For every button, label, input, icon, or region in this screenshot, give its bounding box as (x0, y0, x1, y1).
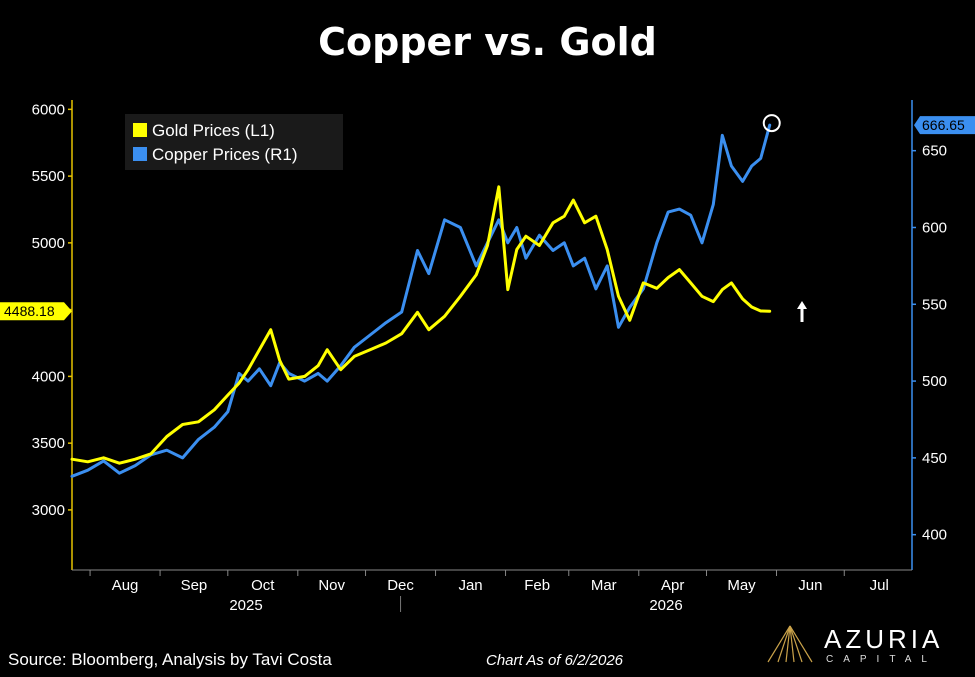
x-month-label: Dec (387, 577, 414, 594)
company-logo: AZURIA CAPITAL (762, 622, 962, 666)
x-year-label: 2026 (649, 597, 682, 614)
left-tick-label: 5500 (32, 168, 65, 185)
x-month-label: Jul (870, 577, 889, 594)
legend-label-gold: Gold Prices (L1) (152, 121, 275, 140)
chart-canvas: 3000350040004500500055006000400450500550… (0, 100, 975, 614)
series-group (70, 123, 772, 478)
copper-last-value-tag: 666.65 (914, 116, 975, 135)
x-month-label: Jun (798, 577, 822, 594)
x-month-label: Aug (112, 577, 139, 594)
mountain-peak-icon (767, 625, 813, 663)
gold-tag-shape (0, 302, 72, 321)
right-tick-label: 400 (922, 527, 947, 544)
chart-title: Copper vs. Gold (318, 20, 657, 64)
markers-group (762, 114, 807, 322)
gold-last-value: 4488.18 (4, 303, 55, 319)
left-tick-label: 5000 (32, 235, 65, 252)
up-arrow-head (797, 301, 807, 309)
x-month-label: Feb (524, 577, 550, 594)
x-month-label: Apr (661, 577, 684, 594)
gold-last-value-tag: 4488.18 (0, 302, 72, 321)
left-tick-label: 3500 (32, 435, 65, 452)
copper-tag-shape (914, 116, 975, 135)
logo-name: AZURIA (824, 624, 944, 654)
legend-swatch-gold (133, 123, 147, 137)
right-tick-label: 450 (922, 450, 947, 467)
as-of-note: Chart As of 6/2/2026 (486, 652, 624, 669)
legend-label-copper: Copper Prices (R1) (152, 145, 298, 164)
x-month-label: May (727, 577, 756, 594)
left-tick-label: 3000 (32, 502, 65, 519)
x-month-label: Oct (251, 577, 275, 594)
x-month-label: Mar (591, 577, 617, 594)
axes-group: 3000350040004500500055006000400450500550… (0, 100, 975, 614)
left-tick-label: 4000 (32, 368, 65, 385)
x-month-label: Sep (181, 577, 208, 594)
highlight-circle-marker (762, 114, 781, 133)
right-tick-label: 650 (922, 143, 947, 160)
legend-swatch-copper (133, 147, 147, 161)
x-month-label: Nov (318, 577, 345, 594)
logo-subtitle: CAPITAL (826, 654, 937, 665)
gold-price-line (70, 185, 772, 465)
right-tick-label: 600 (922, 219, 947, 236)
left-tick-label: 6000 (32, 101, 65, 118)
right-tick-label: 500 (922, 373, 947, 390)
right-tick-label: 550 (922, 296, 947, 313)
legend: Gold Prices (L1) Copper Prices (R1) (125, 114, 343, 170)
source-note: Source: Bloomberg, Analysis by Tavi Cost… (8, 650, 332, 669)
copper-price-line (70, 123, 772, 478)
x-year-label: 2025 (229, 597, 262, 614)
x-month-label: Jan (458, 577, 482, 594)
copper-last-value: 666.65 (922, 117, 965, 133)
legend-box (125, 114, 343, 170)
